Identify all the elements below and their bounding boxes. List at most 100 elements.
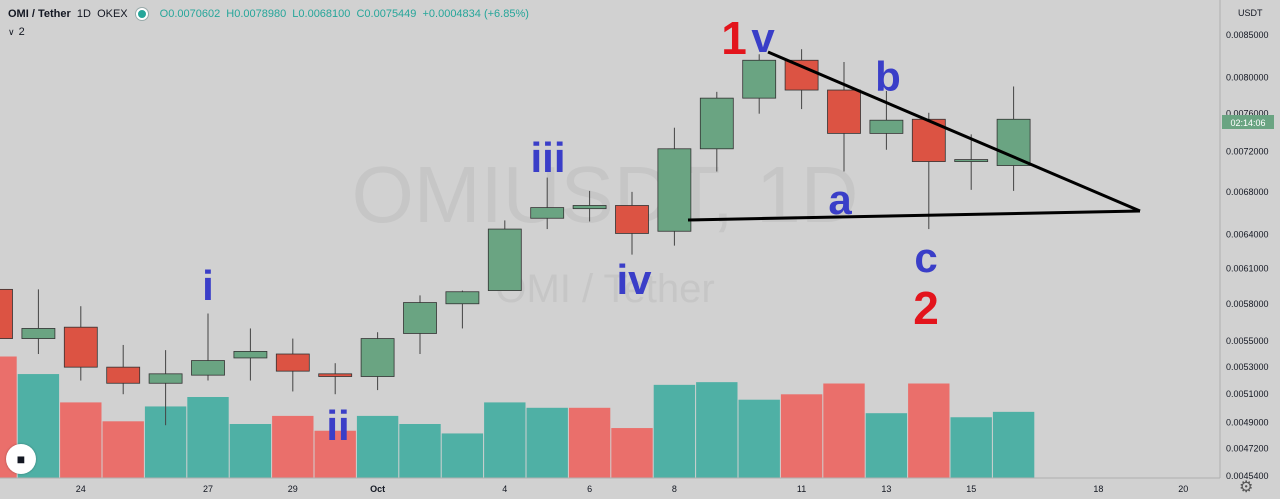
chevron-down-icon: ∨ — [8, 26, 15, 37]
indicators-toggle[interactable]: ∨ 2 — [8, 26, 25, 38]
price-tick-label: 0.0068000 — [1226, 187, 1269, 197]
triangle-trendlines[interactable] — [687, 50, 1141, 222]
volume-bar — [823, 383, 865, 478]
market-status-icon[interactable] — [135, 8, 148, 20]
price-tick-label: 0.0051000 — [1226, 389, 1269, 399]
candle-body — [275, 353, 310, 372]
candle — [911, 112, 946, 230]
volume-bar — [399, 424, 441, 478]
candle — [615, 191, 649, 255]
gear-icon[interactable]: ⚙ — [1239, 479, 1254, 496]
lower-trendline[interactable] — [687, 209, 1141, 222]
candle-body — [530, 207, 565, 219]
time-tick-label: 29 — [288, 484, 298, 494]
volume-bar — [484, 402, 526, 478]
price-ticks: 0.0085000 0.0080000 0.0076000 0.0072000 0.00… — [1226, 30, 1269, 481]
volume-bar — [102, 421, 144, 478]
price-axis-currency: USDT — [1238, 8, 1263, 18]
candle — [21, 289, 56, 355]
wave-label-iii: iii — [530, 134, 565, 181]
time-tick-label: 4 — [502, 484, 507, 494]
volume-bar — [950, 417, 992, 478]
time-tick-label: 15 — [966, 484, 976, 494]
price-tick-label: 0.0055000 — [1226, 336, 1269, 346]
volume-bar — [187, 397, 229, 478]
current-price-tag — [1222, 115, 1274, 129]
watermark-symbol: OMIUSDT, 1D — [352, 150, 859, 239]
volume-bar — [908, 383, 950, 478]
time-tick-label: 24 — [76, 484, 86, 494]
volume-bar — [568, 407, 611, 478]
candle — [487, 220, 522, 291]
candle — [318, 363, 353, 395]
volume-bar — [526, 407, 568, 478]
volume-bar — [992, 411, 1035, 478]
candle-body — [0, 288, 13, 339]
price-tick-label: 0.0085000 — [1226, 30, 1269, 40]
change-value: +0.0004834 (+6.85%) — [422, 8, 529, 20]
candle-body — [954, 159, 989, 162]
candle — [233, 328, 268, 381]
symbol-title[interactable]: OMI / Tether — [8, 8, 71, 20]
candle — [699, 91, 734, 172]
candle — [148, 350, 183, 426]
upper-trendline[interactable] — [767, 50, 1141, 213]
wave-label-a: a — [828, 176, 852, 223]
tradingview-logo-icon[interactable]: ■ — [6, 444, 36, 474]
wave-label-v: v — [751, 14, 775, 61]
price-axis[interactable]: USDT 0.0085000 0.0080000 0.0076000 0.007200… — [1219, 0, 1280, 481]
candles — [0, 49, 1031, 426]
indicator-count: 2 — [18, 26, 25, 38]
candle — [742, 54, 777, 114]
price-tick-label: 0.0072000 — [1226, 147, 1269, 157]
price-tick-label: 0.0076000 — [1226, 109, 1269, 119]
interval-label[interactable]: 1D — [76, 8, 91, 20]
volume-bar — [865, 413, 908, 478]
price-axis-bg — [1220, 0, 1280, 478]
candle — [530, 177, 565, 230]
time-tick-label: Oct — [370, 484, 385, 494]
wave-label-1: 1 — [721, 12, 747, 64]
watermark-name: OMI / Tether — [495, 267, 714, 311]
high-value: H0.0078980 — [226, 8, 287, 20]
wave-label-2: 2 — [913, 282, 939, 334]
candle-body — [148, 373, 183, 384]
candle — [657, 127, 692, 246]
price-tick-label: 0.0045400 — [1226, 471, 1269, 481]
volume-bar — [60, 402, 102, 478]
wave-label-c: c — [914, 234, 937, 281]
time-tick-label: 27 — [203, 484, 213, 494]
price-tick-label: 0.0053000 — [1226, 362, 1269, 372]
candle-body — [445, 291, 480, 305]
candle-body — [318, 373, 353, 377]
price-tick-label: 0.0064000 — [1226, 230, 1269, 240]
price-tick-label: 0.0061000 — [1226, 263, 1269, 273]
price-tick-label: 0.0080000 — [1226, 73, 1269, 83]
volume-bar — [356, 415, 399, 478]
price-tick-label: 0.0047200 — [1226, 444, 1269, 454]
volume-bar — [780, 394, 823, 478]
candle-body — [233, 351, 268, 359]
candle — [403, 295, 437, 355]
volume-bar — [314, 430, 356, 478]
current-price-countdown: 02:14:06 — [1230, 118, 1265, 128]
time-tick-label: 6 — [587, 484, 592, 494]
volume-bar — [653, 384, 696, 478]
candle-body — [869, 119, 904, 134]
candle-body — [106, 366, 141, 384]
candle — [827, 61, 861, 172]
time-tick-label: 18 — [1093, 484, 1103, 494]
volume-bar — [696, 382, 738, 478]
volume-bar — [272, 415, 314, 478]
time-ticks: 24 27 29 Oct 4 6 8 11 13 15 18 20 — [76, 484, 1188, 494]
time-tick-label: 13 — [881, 484, 891, 494]
candle-body — [403, 302, 437, 334]
candle — [106, 344, 141, 395]
volume-bars — [0, 356, 1035, 478]
wave-label-ii: ii — [326, 402, 349, 449]
time-axis[interactable]: 24 27 29 Oct 4 6 8 11 13 15 18 20 — [0, 477, 1220, 494]
candle-body — [63, 326, 98, 368]
candle-body — [360, 338, 395, 377]
